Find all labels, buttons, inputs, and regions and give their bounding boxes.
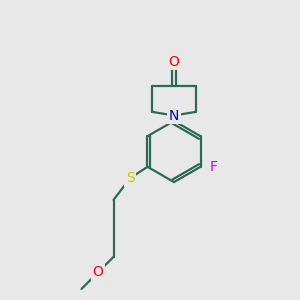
Text: F: F — [210, 160, 218, 174]
Text: O: O — [93, 266, 104, 279]
Text: O: O — [169, 55, 179, 68]
Text: N: N — [169, 109, 179, 122]
Text: S: S — [126, 171, 134, 185]
